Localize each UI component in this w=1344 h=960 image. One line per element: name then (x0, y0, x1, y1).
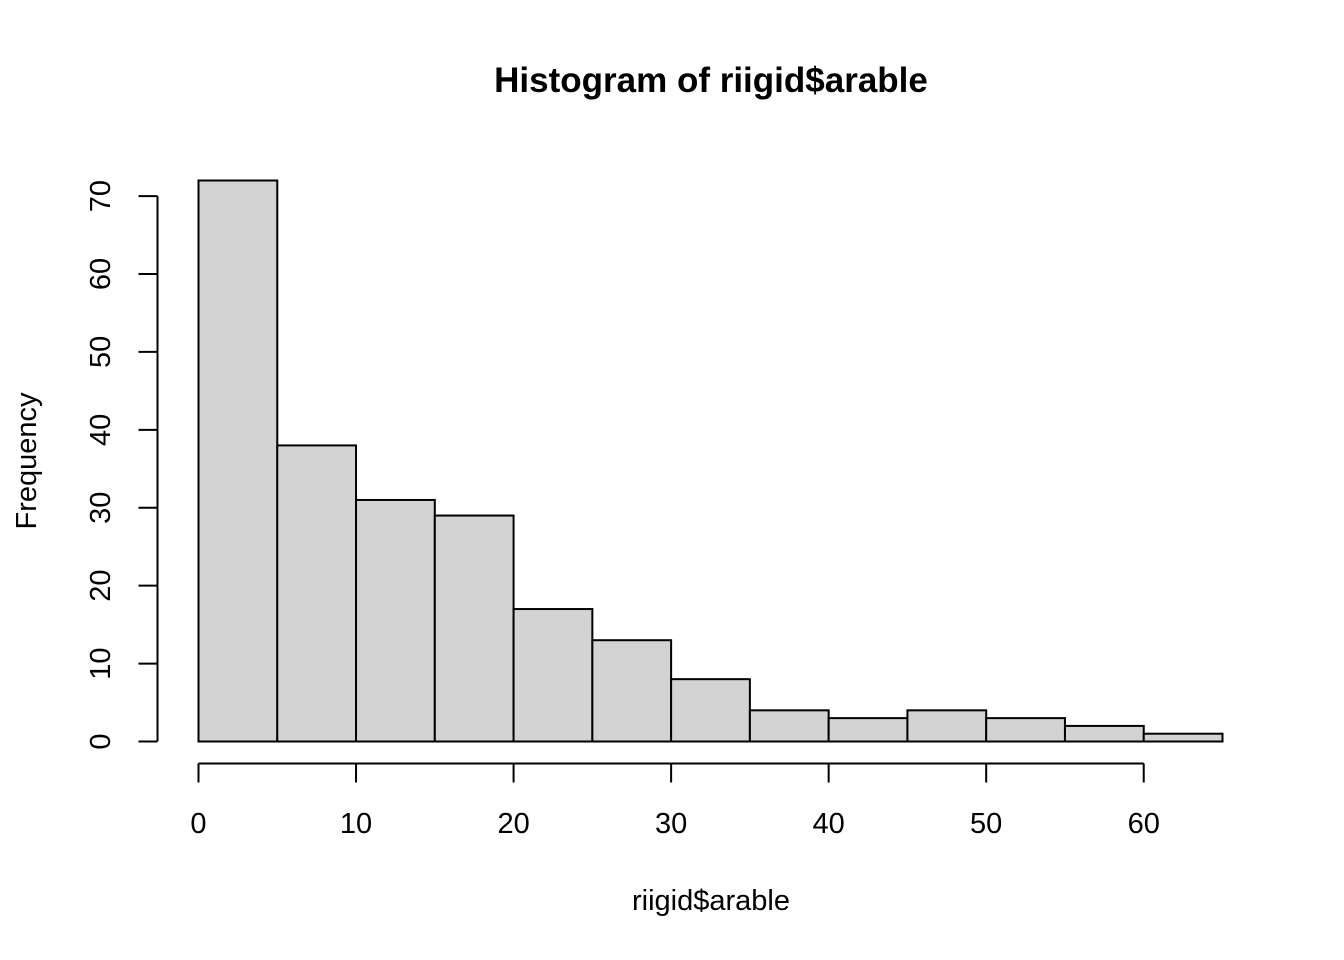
histogram-bar (591, 639, 673, 743)
y-tick-label: 40 (85, 414, 117, 446)
histogram-bar (670, 678, 751, 743)
histogram-bar (1063, 724, 1145, 743)
x-axis-label: riigid$arable (632, 885, 790, 917)
histogram-bar (512, 608, 594, 743)
y-axis-label: Frequency (11, 392, 43, 530)
y-tick-label: 70 (85, 180, 117, 212)
histogram-bar (197, 179, 279, 743)
y-tick-label: 10 (85, 647, 117, 679)
histogram-bar (748, 709, 830, 743)
histogram-bar (1142, 732, 1224, 743)
y-tick-label: 0 (85, 733, 117, 749)
x-tick-label: 60 (1128, 808, 1160, 840)
histogram-bar (827, 717, 909, 743)
y-tick-label: 50 (85, 336, 117, 368)
histogram-bar (355, 498, 436, 743)
x-tick-label: 10 (340, 808, 372, 840)
y-tick-label: 20 (85, 570, 117, 602)
chart-title: Histogram of riigid$arable (494, 61, 928, 100)
histogram-bar (276, 444, 358, 743)
y-tick-label: 30 (85, 492, 117, 524)
x-tick-label: 50 (970, 808, 1002, 840)
x-tick-label: 20 (497, 808, 529, 840)
bars (197, 179, 1224, 743)
x-tick-label: 0 (190, 808, 206, 840)
x-tick-label: 30 (655, 808, 687, 840)
x-axis: 0 10 20 30 40 50 60 (190, 762, 1160, 840)
y-axis: 0 10 20 30 40 50 60 70 (85, 180, 159, 750)
y-tick-label: 60 (85, 258, 117, 290)
histogram-bar (985, 717, 1066, 743)
x-tick-label: 40 (813, 808, 845, 840)
histogram-bar (906, 709, 988, 743)
histogram-bar (433, 514, 515, 743)
